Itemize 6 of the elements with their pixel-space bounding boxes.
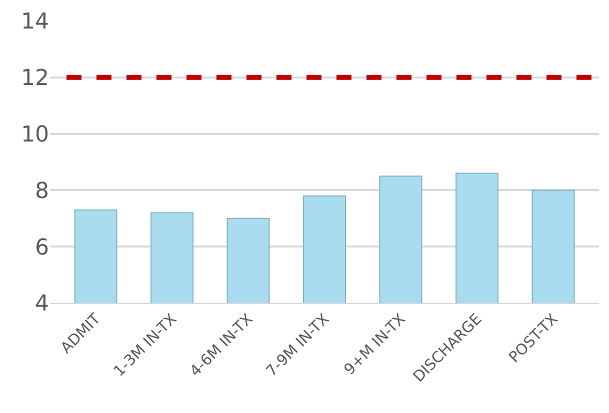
y-tick-label: 14 bbox=[21, 10, 49, 35]
y-tick-label: 12 bbox=[21, 66, 49, 92]
y-tick-label: 10 bbox=[21, 122, 49, 148]
y-tick-label: 4 bbox=[35, 292, 49, 317]
y-tick-label: 8 bbox=[35, 178, 49, 204]
y-tick-label: 6 bbox=[35, 235, 49, 260]
